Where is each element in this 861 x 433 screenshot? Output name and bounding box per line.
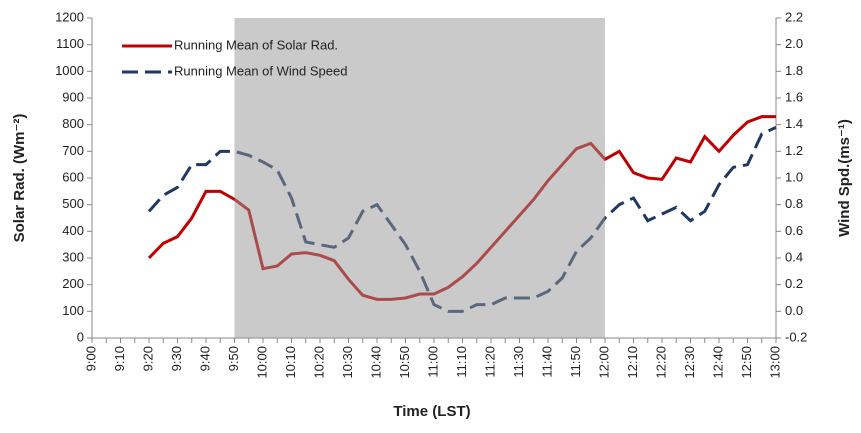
y-tick-label: 900 — [62, 89, 84, 104]
y-tick-label: 400 — [62, 223, 84, 238]
x-tick-label: 12:10 — [625, 346, 640, 379]
x-tick-label: 10:50 — [397, 346, 412, 379]
y2-tick-label: 2.2 — [785, 9, 803, 24]
x-tick-label: 12:50 — [739, 346, 754, 379]
y2-tick-label: 1.2 — [785, 143, 803, 158]
x-tick-label: 9:40 — [197, 346, 212, 371]
y2-tick-label: 1.4 — [785, 116, 803, 131]
y-tick-label: 600 — [62, 169, 84, 184]
y-tick-label: 0 — [77, 329, 84, 344]
x-tick-label: 10:20 — [311, 346, 326, 379]
y2-tick-label: 0.0 — [785, 303, 803, 318]
x-tick-label: 11:30 — [511, 346, 526, 378]
y2-tick-label: 1.0 — [785, 169, 803, 184]
x-tick-label: 11:10 — [454, 346, 469, 378]
x-tick-label: 9:00 — [83, 346, 98, 371]
x-tick-label: 11:20 — [482, 346, 497, 378]
x-tick-label: 9:50 — [226, 346, 241, 371]
x-tick-label: 9:10 — [112, 346, 127, 371]
y2-tick-label: 0.4 — [785, 249, 803, 264]
x-tick-label: 10:00 — [254, 346, 269, 379]
legend-label: Running Mean of Wind Speed — [174, 63, 347, 78]
x-tick-label: 10:40 — [368, 346, 383, 379]
y-tick-label: 500 — [62, 196, 84, 211]
x-tick-label: 12:40 — [710, 346, 725, 379]
highlight-band — [234, 18, 605, 338]
y2-tick-label: 0.6 — [785, 223, 803, 238]
y-tick-label: 700 — [62, 143, 84, 158]
y-tick-label: 300 — [62, 249, 84, 264]
x-tick-label: 12:20 — [653, 346, 668, 379]
y-tick-label: 200 — [62, 276, 84, 291]
x-tick-label: 11:50 — [568, 346, 583, 378]
x-tick-label: 10:10 — [283, 346, 298, 379]
y-tick-label: 800 — [62, 116, 84, 131]
y-tick-label: 1000 — [55, 63, 84, 78]
x-tick-label: 11:40 — [539, 346, 554, 378]
x-tick-label: 11:00 — [425, 346, 440, 378]
x-tick-label: 9:30 — [169, 346, 184, 371]
y2-tick-label: 1.8 — [785, 63, 803, 78]
y2-tick-label: 1.6 — [785, 89, 803, 104]
y2-tick-label: -0.2 — [785, 329, 807, 344]
y-tick-label: 1200 — [55, 9, 84, 24]
y-tick-label: 100 — [62, 303, 84, 318]
x-tick-label: 12:30 — [682, 346, 697, 379]
y2-tick-label: 2.0 — [785, 36, 803, 51]
y-axis-title: Solar Rad. (Wm⁻²) — [11, 114, 28, 243]
x-tick-label: 13:00 — [767, 346, 782, 379]
x-axis-title: Time (LST) — [393, 403, 470, 420]
x-tick-label: 9:20 — [140, 346, 155, 371]
y2-axis-title: Wind Spd.(ms⁻¹) — [836, 119, 853, 237]
legend-label: Running Mean of Solar Rad. — [174, 37, 338, 52]
y-tick-label: 1100 — [56, 36, 84, 51]
x-tick-label: 12:00 — [596, 346, 611, 379]
y2-tick-label: 0.8 — [785, 196, 803, 211]
x-tick-label: 10:30 — [340, 346, 355, 379]
y2-tick-label: 0.2 — [785, 276, 803, 291]
